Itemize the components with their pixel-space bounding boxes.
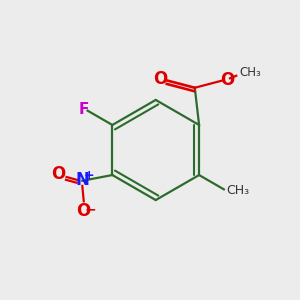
Text: O: O	[76, 202, 90, 220]
Text: CH₃: CH₃	[227, 184, 250, 197]
Text: O: O	[153, 70, 168, 88]
Text: CH₃: CH₃	[239, 65, 261, 79]
Text: −: −	[84, 202, 96, 216]
Text: O: O	[51, 165, 65, 183]
Text: +: +	[83, 169, 94, 182]
Text: O: O	[220, 71, 234, 89]
Text: F: F	[79, 102, 89, 117]
Text: N: N	[76, 171, 90, 189]
